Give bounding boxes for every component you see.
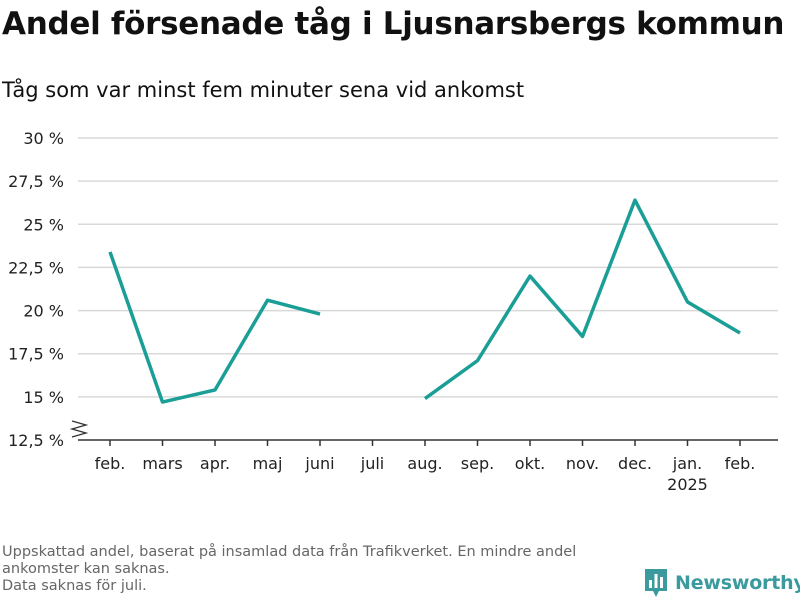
x-tick-label: dec. — [618, 454, 652, 473]
x-tick-labels: feb. mars apr. maj juni juli aug. sep. okt. nov. d… — [95, 454, 756, 494]
y-tick-label: 12,5 % — [8, 431, 64, 450]
chart-subtitle: Tåg som var minst fem minuter sena vid a… — [2, 78, 525, 102]
x-tick-label: mars — [142, 454, 182, 473]
brand-logo: Newsworthy — [644, 568, 800, 598]
y-tick-label: 25 % — [23, 215, 64, 234]
x-tick-label: nov. — [566, 454, 599, 473]
x-tick-label: apr. — [200, 454, 230, 473]
x-tick-label: feb. — [725, 454, 756, 473]
brand-name: Newsworthy — [675, 572, 800, 594]
y-tick-label: 30 % — [23, 129, 64, 148]
footnote-line: Uppskattad andel, baserat på insamlad da… — [2, 544, 577, 560]
footnote-line: Data saknas för juli. — [2, 578, 147, 594]
data-series — [108, 198, 741, 404]
y-tick-label: 17,5 % — [8, 345, 64, 364]
y-tick-labels: 12,5 % 15 % 17,5 % 20 % 22,5 % 25 % 27,5 % 30 % — [8, 129, 64, 450]
x-tick-label: okt. — [515, 454, 545, 473]
x-tick-sublabel: 2025 — [667, 475, 708, 494]
series-line — [423, 198, 741, 401]
x-tick-label: aug. — [407, 454, 442, 473]
x-tick-label: sep. — [461, 454, 494, 473]
footnote: Uppskattad andel, baserat på insamlad da… — [2, 544, 632, 595]
y-tick-label: 20 % — [23, 302, 64, 321]
x-tick-label: maj — [253, 454, 283, 473]
footnote-line: ankomster kan saknas. — [2, 561, 170, 577]
newsworthy-logo-icon — [645, 569, 667, 597]
axis-break-icon — [69, 420, 89, 438]
y-tick-label: 22,5 % — [8, 258, 64, 277]
x-tick-label: juli — [360, 454, 384, 473]
chart-title: Andel försenade tåg i Ljusnarsbergs komm… — [2, 6, 785, 42]
x-tick-label: feb. — [95, 454, 126, 473]
x-tick-label: jan. — [672, 454, 702, 473]
y-tick-label: 27,5 % — [8, 172, 64, 191]
x-axis — [69, 420, 778, 446]
series-line — [108, 251, 321, 404]
x-tick-label: juni — [304, 454, 334, 473]
y-tick-label: 15 % — [23, 388, 64, 407]
grid-lines — [78, 137, 778, 398]
